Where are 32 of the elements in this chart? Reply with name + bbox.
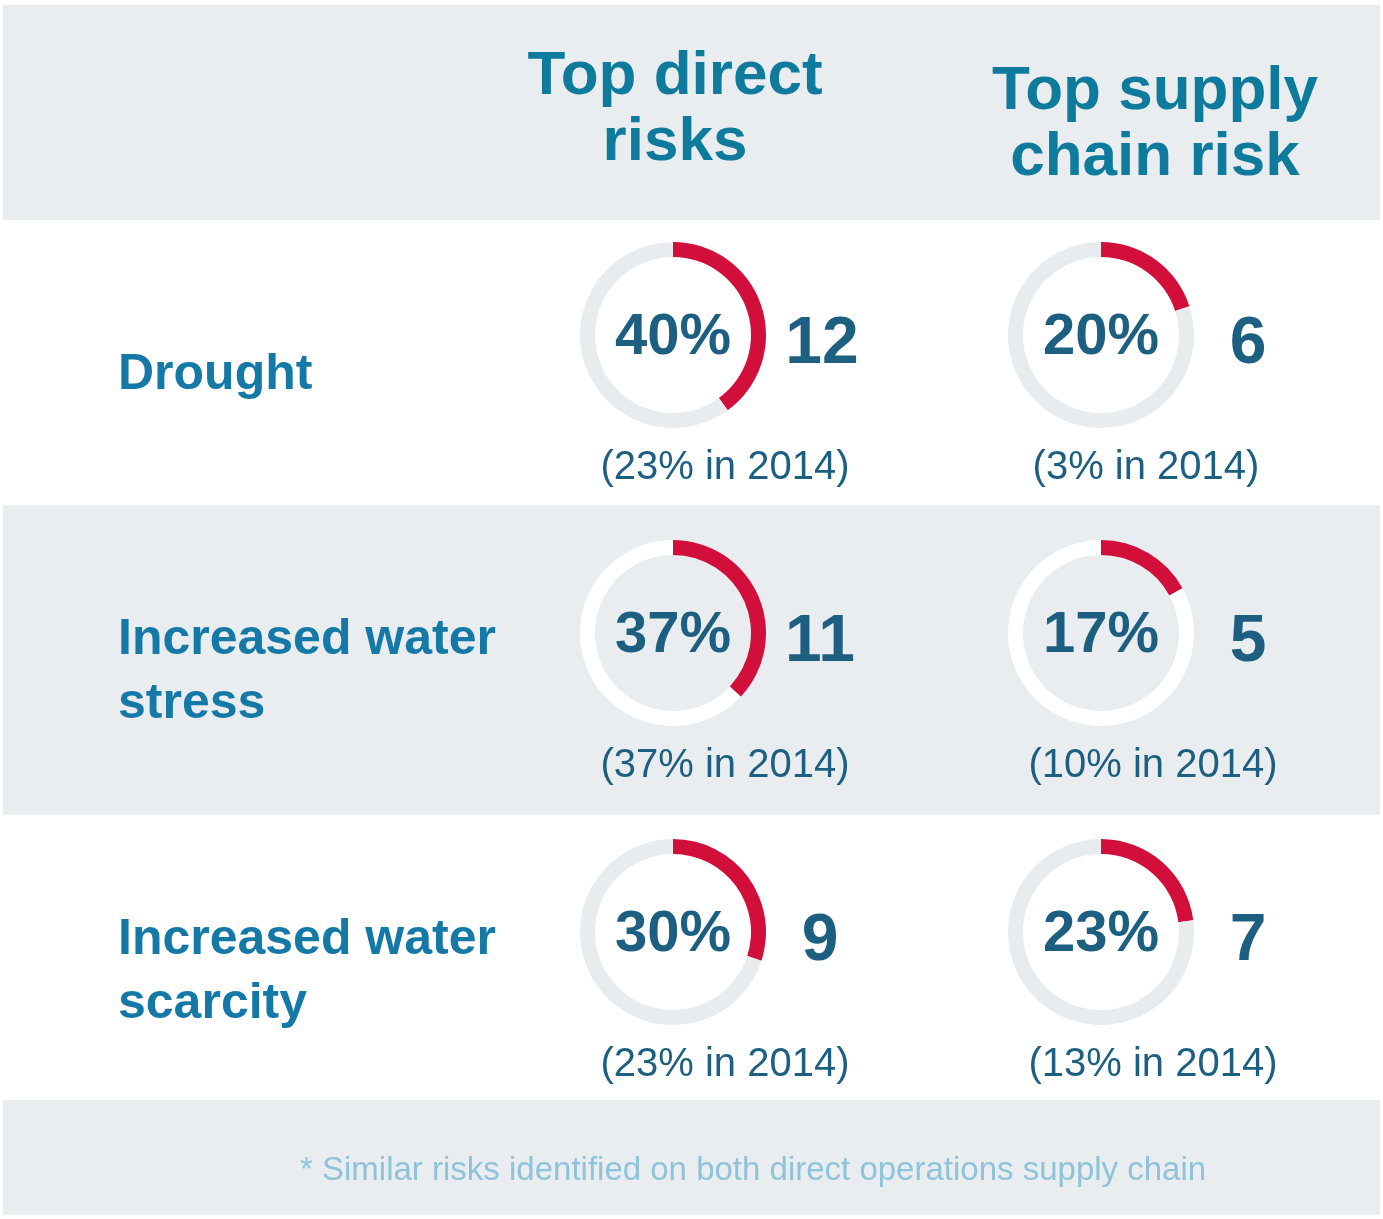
text: (37% in 2014)	[600, 741, 850, 785]
text: (23% in 2014)	[600, 1040, 850, 1084]
data-label: 37%	[614, 599, 732, 664]
text: (10% in 2014)	[1028, 741, 1278, 785]
text: 7	[1229, 900, 1267, 974]
text: Top direct risks	[526, 38, 824, 173]
donut-slice	[1008, 540, 1194, 726]
donut-slice	[1008, 839, 1194, 1025]
data-label: 23%	[1042, 898, 1160, 963]
text: Drought	[118, 343, 314, 402]
data-label: 20%	[1042, 301, 1160, 366]
text: Top supply chain risk	[990, 53, 1319, 188]
donut-slice	[1008, 242, 1194, 428]
donut-slice	[1101, 540, 1183, 596]
data-label: 40%	[614, 301, 732, 366]
text: 9	[801, 900, 839, 974]
donut-slice	[580, 242, 728, 428]
text: (23% in 2014)	[600, 443, 850, 487]
text: 11	[785, 601, 855, 675]
data-label: 30%	[614, 898, 732, 963]
text: (13% in 2014)	[1028, 1040, 1278, 1084]
donut-slice	[580, 839, 762, 1025]
text: Increased water stress	[118, 608, 497, 731]
text: 12	[785, 303, 859, 377]
donut-slice	[580, 540, 741, 726]
text: 5	[1229, 601, 1267, 675]
text: Increased water scarcity	[118, 908, 497, 1031]
data-label: 17%	[1042, 599, 1160, 664]
donut-slice	[1101, 242, 1190, 311]
text: (3% in 2014)	[1032, 443, 1260, 487]
text: 6	[1229, 303, 1267, 377]
text: * Similar risks identified on both direct operations supply chain	[300, 1150, 1207, 1188]
